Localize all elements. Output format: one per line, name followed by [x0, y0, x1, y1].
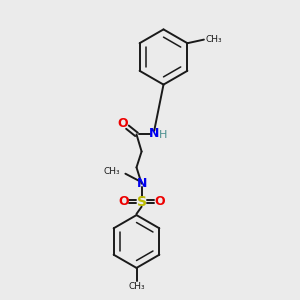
Text: CH₃: CH₃	[205, 35, 222, 44]
Text: H: H	[159, 130, 167, 140]
Text: N: N	[136, 177, 147, 190]
Text: CH₃: CH₃	[128, 282, 145, 291]
Text: CH₃: CH₃	[104, 167, 121, 176]
Text: O: O	[118, 195, 129, 208]
Text: O: O	[154, 195, 165, 208]
Text: O: O	[118, 117, 128, 130]
Text: N: N	[148, 127, 159, 140]
Text: S: S	[136, 195, 147, 208]
